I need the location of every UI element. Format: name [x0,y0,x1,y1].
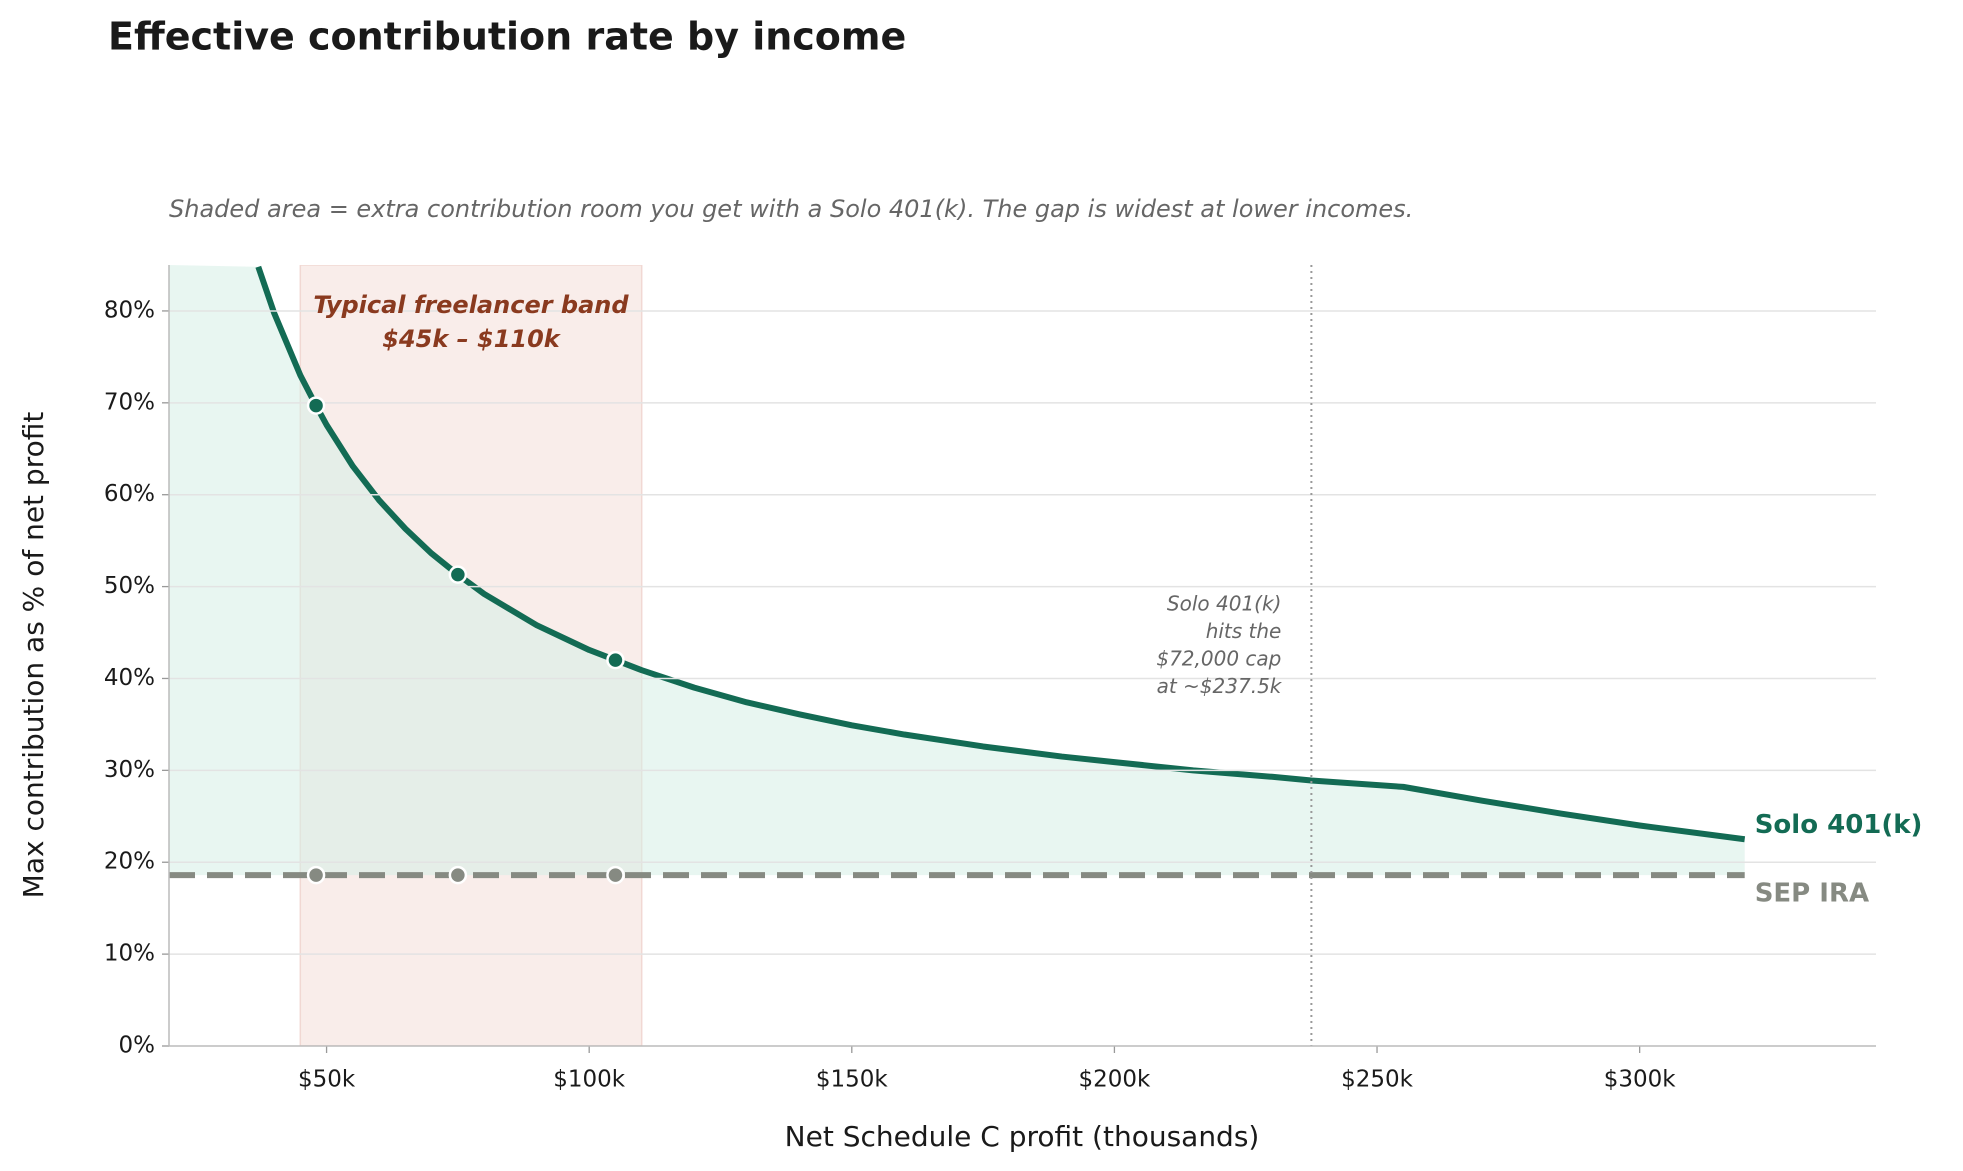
y-tick-label: 20% [104,849,155,875]
x-tick-label: $250k [1341,1067,1414,1093]
band-label: $45k – $110k [382,325,562,353]
y-axis-label: Max contribution as % of net profit [17,412,50,899]
y-tick-label: 80% [104,297,155,323]
y-tick-label: 70% [104,389,155,415]
y-tick-label: 40% [104,665,155,691]
plot-area [169,265,1746,1046]
x-tick-label: $200k [1078,1067,1151,1093]
cap-annotation: hits the [1206,619,1282,643]
x-tick-label: $100k [553,1067,626,1093]
y-tick-label: 30% [104,757,155,783]
cap-annotation: at ~$237.5k [1157,674,1283,698]
series-line [255,265,1746,843]
y-tick-label: 0% [119,1033,156,1059]
y-tick-label: 10% [104,941,155,967]
y-tick-label: 50% [104,573,155,599]
highlight-point [606,650,625,670]
x-tick-label: $300k [1604,1067,1677,1093]
x-tick-label: $50k [298,1067,356,1093]
chart-subtitle: Shaded area = extra contribution room yo… [169,195,1413,223]
cap-annotation: $72,000 cap [1156,647,1281,671]
x-tick-label: $150k [816,1067,889,1093]
y-tick-label: 60% [104,481,155,507]
chart-title: Effective contribution rate by income [108,15,906,59]
series-label: SEP IRA [1755,879,1869,909]
series-label: Solo 401(k) [1755,810,1923,840]
highlight-point [448,865,468,885]
band-label: Typical freelancer band [313,291,629,319]
cap-annotation: Solo 401(k) [1167,592,1281,616]
highlight-point [606,865,625,885]
highlight-point [306,396,326,415]
x-axis-label: Net Schedule C profit (thousands) [785,1120,1260,1153]
highlight-point [448,565,468,584]
fill-area [169,265,1745,876]
highlight-point [306,865,326,885]
